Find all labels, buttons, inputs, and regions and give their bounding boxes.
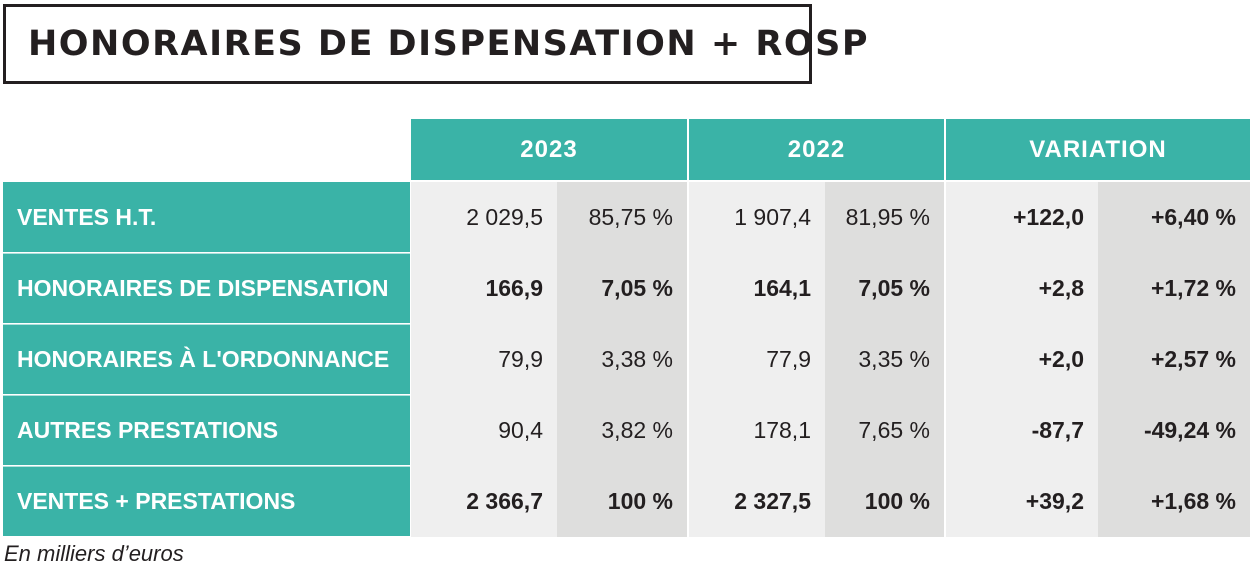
table-cell-variation-percent: +1,68 % bbox=[1098, 466, 1250, 537]
table-cell-percent-2022: 3,35 % bbox=[825, 324, 944, 395]
row-divider bbox=[3, 466, 410, 467]
table-cell-value-2023: 2 366,7 bbox=[411, 466, 557, 537]
footnote: En milliers d’euros bbox=[4, 541, 184, 566]
table-cell-percent-2022: 7,65 % bbox=[825, 395, 944, 466]
row-divider bbox=[3, 395, 410, 396]
table-cell-value-2022: 2 327,5 bbox=[689, 466, 825, 537]
table-cell-percent-2023: 3,38 % bbox=[557, 324, 687, 395]
row-label: HONORAIRES DE DISPENSATION bbox=[3, 253, 410, 323]
table-cell-percent-2023: 85,75 % bbox=[557, 182, 687, 253]
table-cell-value-2023: 90,4 bbox=[411, 395, 557, 466]
table-cell-value-2022: 164,1 bbox=[689, 253, 825, 324]
table-cell-value-2022: 77,9 bbox=[689, 324, 825, 395]
table-cell-percent-2023: 3,82 % bbox=[557, 395, 687, 466]
title-box: HONORAIRES DE DISPENSATION + ROSP bbox=[3, 4, 867, 84]
table-cell-percent-2022: 81,95 % bbox=[825, 182, 944, 253]
table-cell-variation-absolute: +2,8 bbox=[946, 253, 1098, 324]
table-cell-variation-absolute: +2,0 bbox=[946, 324, 1098, 395]
table-cell-variation-percent: +2,57 % bbox=[1098, 324, 1250, 395]
row-divider bbox=[3, 324, 410, 325]
table-cell-variation-absolute: +39,2 bbox=[946, 466, 1098, 537]
table-cell-variation-percent: +6,40 % bbox=[1098, 182, 1250, 253]
row-divider bbox=[3, 253, 410, 254]
table-cell-value-2023: 2 029,5 bbox=[411, 182, 557, 253]
table-cell-variation-absolute: -87,7 bbox=[946, 395, 1098, 466]
column-header-2023: 2023 bbox=[411, 119, 687, 180]
page-title: HONORAIRES DE DISPENSATION + ROSP bbox=[28, 24, 869, 64]
row-label: HONORAIRES À L'ORDONNANCE bbox=[3, 324, 410, 394]
column-divider bbox=[687, 119, 689, 539]
table-cell-value-2022: 1 907,4 bbox=[689, 182, 825, 253]
row-label: VENTES H.T. bbox=[3, 182, 410, 252]
table-cell-percent-2022: 7,05 % bbox=[825, 253, 944, 324]
table-cell-variation-absolute: +122,0 bbox=[946, 182, 1098, 253]
column-header-variation: VARIATION bbox=[946, 119, 1250, 180]
column-header-2022: 2022 bbox=[689, 119, 944, 180]
column-divider bbox=[944, 119, 946, 539]
table-cell-value-2023: 79,9 bbox=[411, 324, 557, 395]
table-cell-value-2022: 178,1 bbox=[689, 395, 825, 466]
row-label: VENTES + PRESTATIONS bbox=[3, 466, 410, 536]
table-cell-value-2023: 166,9 bbox=[411, 253, 557, 324]
row-label: AUTRES PRESTATIONS bbox=[3, 395, 410, 465]
table-cell-variation-percent: +1,72 % bbox=[1098, 253, 1250, 324]
table-cell-percent-2023: 7,05 % bbox=[557, 253, 687, 324]
table-cell-percent-2022: 100 % bbox=[825, 466, 944, 537]
table-cell-percent-2023: 100 % bbox=[557, 466, 687, 537]
table-cell-variation-percent: -49,24 % bbox=[1098, 395, 1250, 466]
